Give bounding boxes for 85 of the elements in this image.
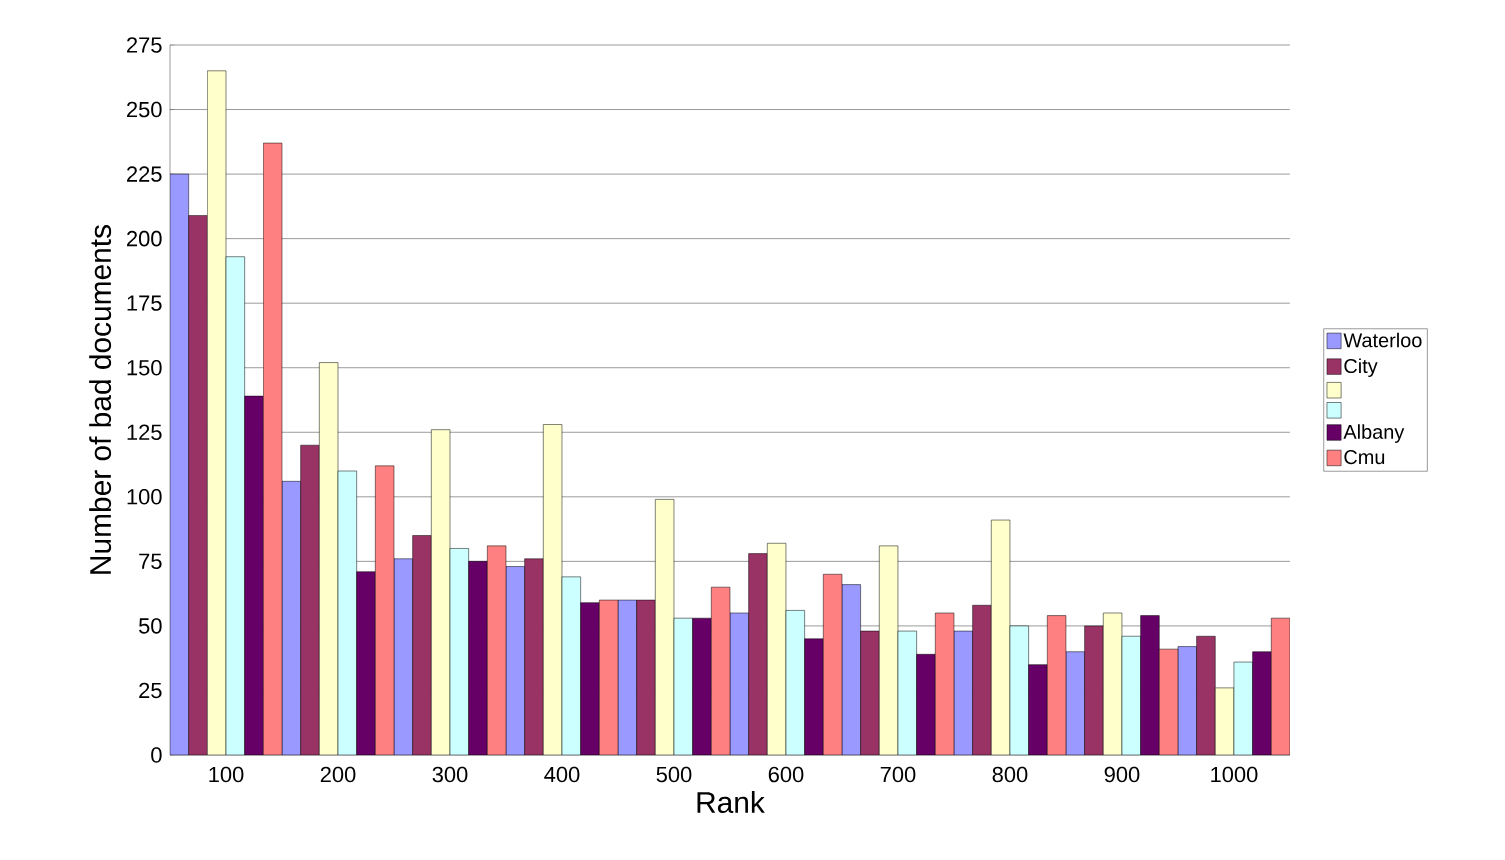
- y-axis-title: Number of bad documents: [89, 225, 112, 574]
- bar: [580, 602, 600, 755]
- bar: [319, 362, 339, 755]
- bar: [1177, 646, 1197, 755]
- x-tick-label: 600: [768, 766, 804, 783]
- y-tick-label: 25: [139, 682, 162, 699]
- bar: [673, 617, 693, 755]
- bar: [916, 654, 936, 755]
- bar: [860, 630, 880, 755]
- bar: [431, 429, 451, 755]
- bar: [711, 586, 731, 755]
- bar: [1103, 612, 1123, 755]
- bar: [748, 553, 768, 755]
- bar: [785, 610, 805, 755]
- bar: [170, 173, 189, 755]
- x-tick-label: 900: [1104, 766, 1140, 783]
- bar: [1252, 651, 1272, 755]
- bar: [879, 545, 899, 755]
- bar: [636, 599, 656, 755]
- bar: [449, 548, 469, 755]
- y-tick-label: 50: [138, 618, 162, 634]
- bar: [729, 612, 749, 755]
- bar: [337, 470, 357, 755]
- bar: [1065, 651, 1085, 755]
- bar: [972, 605, 992, 755]
- bar: [953, 630, 973, 755]
- bar: [617, 599, 637, 755]
- y-tick-label: 75: [139, 553, 162, 570]
- bar: [991, 519, 1011, 755]
- bar: [524, 558, 544, 755]
- x-tick-label: 500: [656, 766, 692, 783]
- y-tick-label: 100: [127, 489, 162, 505]
- bar: [188, 215, 208, 755]
- bar: [412, 535, 432, 755]
- legend-label: City: [1344, 358, 1378, 378]
- x-tick-label: 100: [209, 766, 244, 783]
- bar: [692, 617, 712, 755]
- bar: [1196, 635, 1216, 755]
- bar: [281, 481, 301, 755]
- bar: [356, 571, 376, 755]
- bar: [487, 545, 507, 755]
- y-tick-label: 150: [127, 359, 162, 376]
- bar: [561, 576, 581, 755]
- bar: [1121, 635, 1141, 755]
- bar: [655, 499, 675, 755]
- y-tick-label: 175: [127, 295, 162, 311]
- bar: [804, 638, 824, 755]
- bar: [897, 630, 917, 755]
- bar: [841, 584, 861, 755]
- bar: [244, 395, 264, 755]
- x-tick-label: 400: [544, 766, 580, 783]
- bar: [375, 465, 395, 755]
- bar: [935, 612, 955, 755]
- bar: [468, 561, 488, 755]
- y-tick-label: 200: [127, 230, 162, 247]
- bar: [1009, 625, 1029, 755]
- legend-label: Albany: [1343, 424, 1405, 443]
- bar: [767, 543, 787, 755]
- x-tick-label: 800: [992, 766, 1028, 783]
- x-tick-label: 700: [880, 766, 916, 783]
- legend-label: Cmu: [1344, 450, 1385, 465]
- bar: [225, 256, 245, 755]
- x-axis-title: Rank: [697, 791, 765, 814]
- bar: [393, 558, 413, 755]
- y-tick-label: 0: [151, 747, 162, 763]
- bar: [263, 142, 283, 755]
- bar: [207, 70, 227, 755]
- legend-label: Waterloo: [1343, 332, 1422, 348]
- bar: [1271, 617, 1290, 755]
- y-tick-label: 250: [127, 101, 162, 118]
- x-tick-label: 1000: [1211, 766, 1258, 783]
- bar: [1084, 625, 1104, 755]
- bar: [823, 574, 843, 755]
- y-tick-label: 225: [127, 166, 162, 182]
- y-tick-label: 275: [127, 37, 162, 53]
- bar: [599, 599, 619, 755]
- bar: [300, 444, 320, 755]
- bar: [505, 566, 525, 755]
- x-tick-label: 300: [432, 766, 468, 783]
- bar: [1028, 664, 1048, 755]
- x-tick-label: 200: [320, 766, 356, 783]
- bar: [543, 424, 563, 755]
- bar: [1140, 615, 1160, 755]
- bar: [1047, 615, 1067, 755]
- y-tick-label: 125: [127, 424, 162, 441]
